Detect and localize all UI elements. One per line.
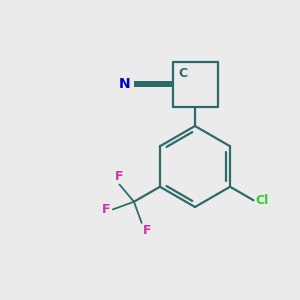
Text: F: F <box>115 170 124 183</box>
Text: F: F <box>102 203 110 216</box>
Text: C: C <box>178 68 187 80</box>
Text: F: F <box>143 224 152 237</box>
Text: Cl: Cl <box>255 194 268 207</box>
Text: N: N <box>118 77 130 91</box>
